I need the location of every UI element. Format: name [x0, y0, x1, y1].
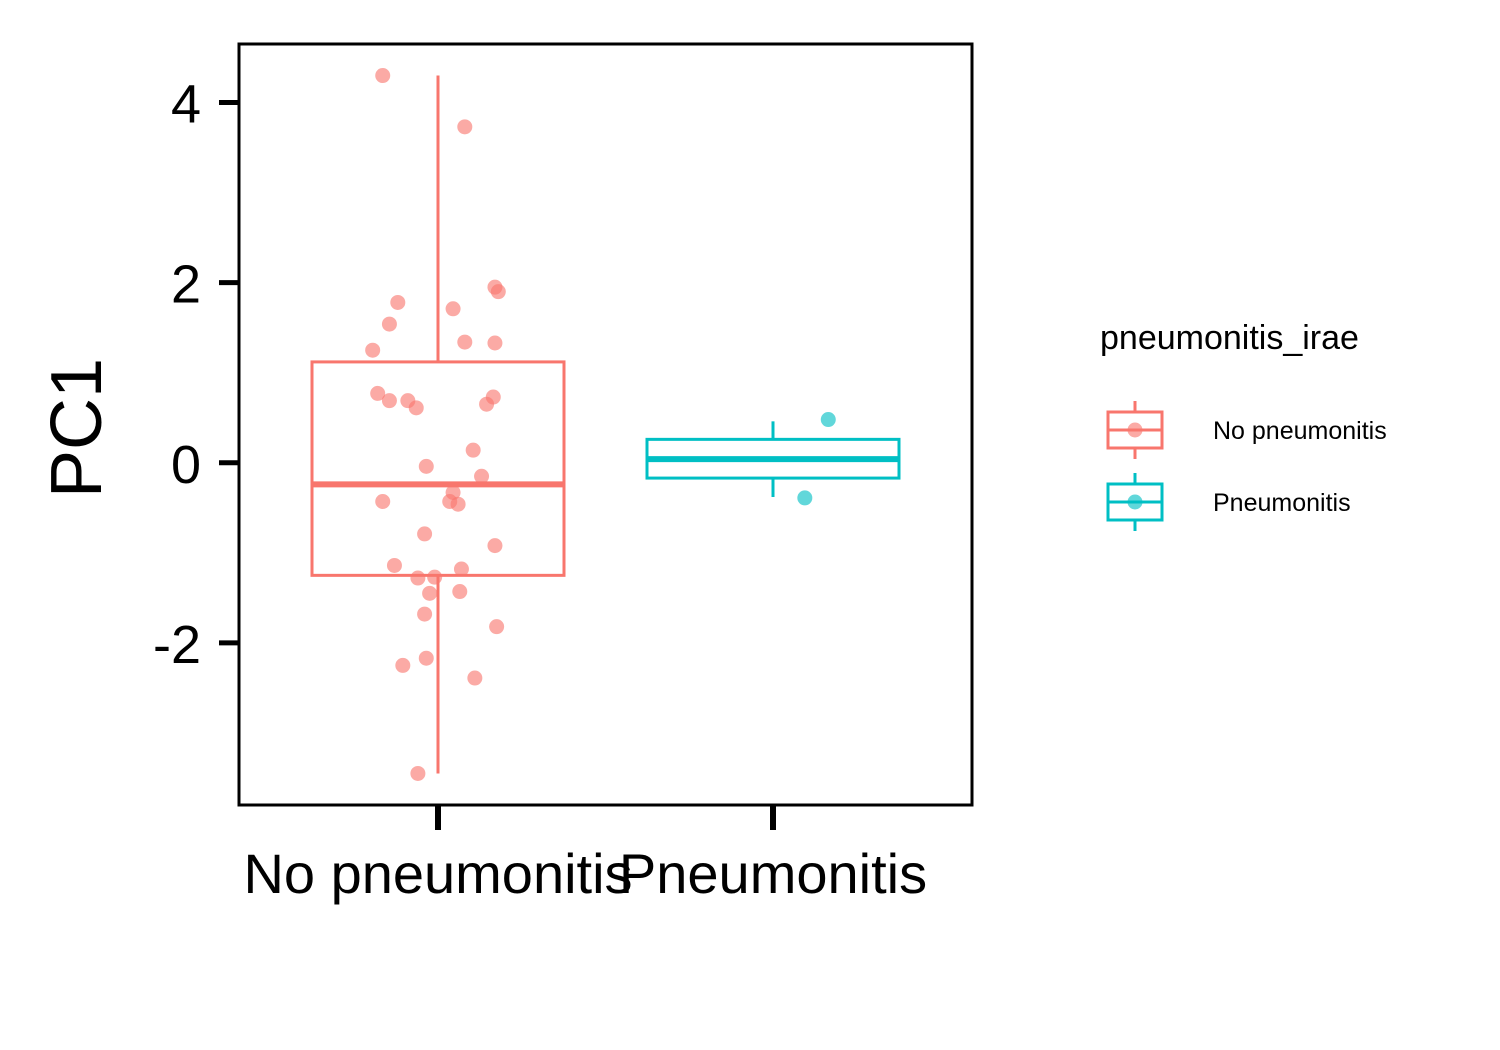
box-layer: [310, 75, 901, 774]
data-point: [386, 557, 402, 573]
y-axis-title: PC1: [37, 358, 117, 498]
legend-label: Pneumonitis: [1213, 489, 1351, 517]
data-point: [418, 650, 434, 666]
data-point: [452, 584, 468, 600]
data-point: [487, 335, 503, 351]
data-point: [450, 496, 466, 512]
plot-panel-border: [237, 42, 974, 807]
legend-key-point: [1127, 422, 1143, 438]
data-point: [489, 619, 505, 635]
legend-item: No pneumonitis: [1106, 401, 1387, 459]
data-point: [457, 119, 473, 135]
boxplot: [310, 75, 566, 774]
points-layer: [365, 68, 836, 781]
data-point: [375, 68, 391, 84]
data-point: [820, 412, 836, 428]
data-point: [410, 570, 426, 586]
data-point: [445, 301, 461, 317]
data-point: [490, 284, 506, 300]
x-tick-label: No pneumonitis: [243, 842, 632, 905]
data-point: [390, 294, 406, 310]
data-point: [395, 657, 411, 673]
data-point: [465, 442, 481, 458]
data-point: [365, 342, 381, 358]
data-point: [467, 670, 483, 686]
data-point: [370, 385, 386, 401]
data-point: [408, 400, 424, 416]
data-point: [381, 316, 397, 332]
legend: pneumonitis_irae No pneumonitis Pneumonit…: [1100, 319, 1387, 531]
y-tick-label: 4: [171, 75, 201, 135]
data-point: [375, 494, 391, 510]
boxplot: [645, 421, 901, 497]
data-point: [427, 569, 443, 585]
legend-key-point: [1127, 494, 1143, 510]
legend-title: pneumonitis_irae: [1100, 319, 1359, 357]
legend-item: Pneumonitis: [1106, 473, 1351, 531]
data-point: [797, 490, 813, 506]
data-point: [381, 393, 397, 409]
data-point: [474, 468, 490, 484]
data-point: [422, 585, 438, 601]
y-axis: 4 2 0 -2: [153, 75, 239, 675]
data-point: [457, 334, 473, 350]
data-point: [417, 606, 433, 622]
data-point: [410, 765, 426, 781]
legend-keys: No pneumonitis Pneumonitis: [1106, 401, 1387, 531]
data-point: [453, 561, 469, 577]
y-tick-label: 0: [171, 435, 201, 495]
data-point: [487, 538, 503, 554]
data-point: [418, 458, 434, 474]
data-point: [417, 526, 433, 542]
y-tick-label: 2: [171, 255, 201, 315]
legend-label: No pneumonitis: [1213, 417, 1387, 445]
box-iqr: [310, 360, 566, 577]
data-point: [479, 396, 495, 412]
y-tick-label: -2: [153, 615, 201, 675]
x-tick-label: Pneumonitis: [619, 842, 927, 905]
